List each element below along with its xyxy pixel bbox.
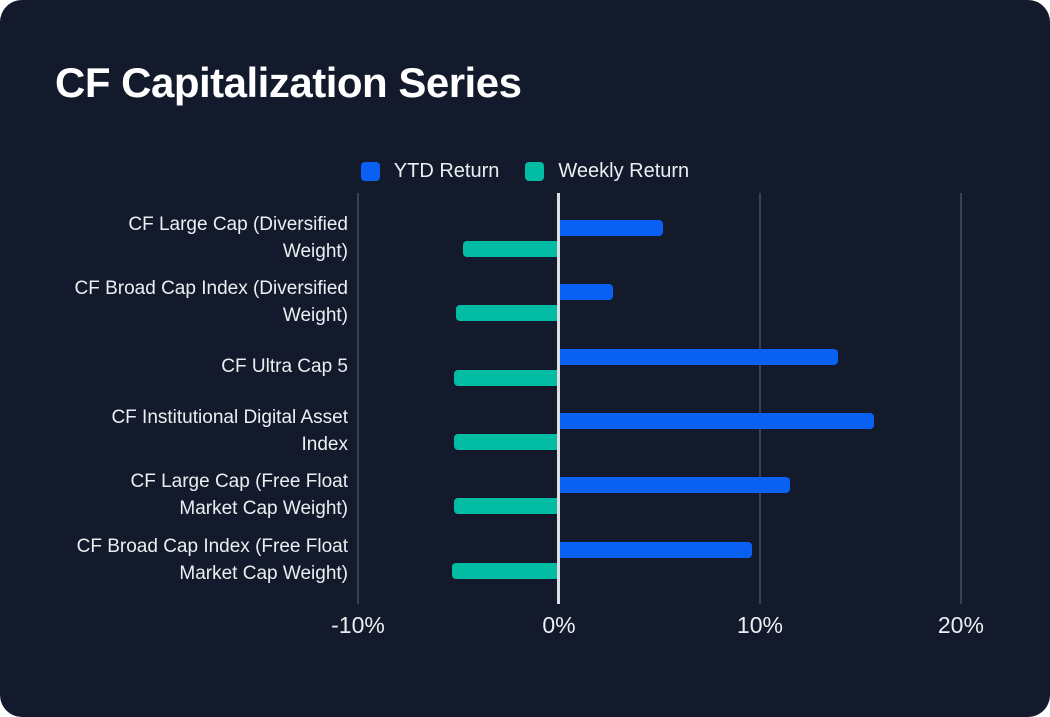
weekly-return-swatch	[525, 162, 545, 181]
weekly-return-label: Weekly Return	[558, 160, 690, 182]
ytd-return-bar	[558, 541, 752, 558]
x-tick-label: 10%	[736, 612, 783, 638]
chart-title: CF Capitalization Series	[55, 59, 522, 106]
x-tick-label: 0%	[542, 612, 576, 638]
x-axis: -10% 0% 10% 20%	[331, 612, 984, 646]
legend-item-ytd-return[interactable]: YTD Return	[360, 160, 500, 183]
weekly-return-bar	[454, 433, 559, 450]
gridline	[959, 193, 962, 604]
x-tick-label: 20%	[937, 612, 984, 638]
ytd-return-bar	[558, 348, 839, 365]
bar-rows	[358, 206, 981, 592]
legend: YTD Return Weekly Return	[0, 160, 1050, 183]
ytd-return-label: YTD Return	[393, 160, 500, 182]
weekly-return-bar	[456, 305, 559, 322]
category-label: CF Broad Cap Index (Diversified Weight)	[74, 278, 349, 327]
ytd-return-bar	[558, 220, 664, 236]
x-tick-label: -10%	[331, 612, 385, 638]
weekly-return-bar	[454, 369, 559, 386]
weekly-return-bar	[454, 498, 559, 515]
weekly-return-bar	[452, 562, 559, 579]
category-labels: CF Large Cap (Diversified Weight) CF Broa…	[72, 206, 349, 592]
category-label: CF Broad Cap Index (Free Float Market Ca…	[76, 535, 348, 584]
weekly-return-bar	[462, 241, 559, 257]
plot-area	[357, 193, 981, 604]
zero-baseline	[557, 193, 561, 604]
bar-row	[358, 399, 981, 463]
gridline	[357, 193, 359, 604]
legend-item-weekly-return[interactable]: Weekly Return	[525, 160, 689, 183]
bar-row	[358, 335, 981, 399]
category-label: CF Institutional Digital Asset Index	[111, 407, 348, 456]
ytd-return-bar	[558, 284, 614, 301]
gridline	[758, 193, 761, 604]
bar-row	[358, 528, 981, 592]
ytd-return-bar	[558, 412, 875, 429]
category-label: CF Large Cap (Diversified Weight)	[128, 214, 348, 263]
ytd-return-bar	[558, 477, 791, 494]
category-label: CF Large Cap (Free Float Market Cap Weig…	[130, 471, 348, 520]
bar-row	[358, 463, 981, 527]
ytd-return-swatch	[360, 162, 380, 181]
bar-row	[358, 270, 981, 334]
category-label: CF Ultra Cap 5	[221, 356, 348, 378]
bar-row	[358, 206, 981, 270]
